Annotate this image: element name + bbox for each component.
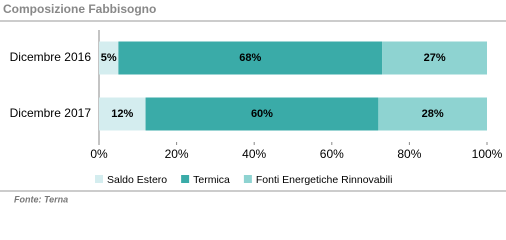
legend-label: Termica [193,174,230,186]
x-tick-label: 20% [165,147,189,161]
bar-segment [382,41,487,75]
bar-segment [99,41,119,75]
y-tick-label: Dicembre 2016 [10,50,92,64]
legend-swatch [243,175,252,183]
data-label: 27% [424,52,446,64]
data-label: 28% [422,108,444,120]
chart-title: Composizione Fabbisogno [3,2,156,16]
legend-label: Saldo Estero [107,174,167,186]
legend-swatch [181,175,190,183]
x-tick-label: 100% [472,147,503,161]
x-tick-label: 80% [397,147,421,161]
legend-swatch [95,175,103,183]
bar-segment [378,97,487,131]
data-label: 60% [251,108,273,120]
data-label: 5% [101,52,117,64]
bar-segment [99,97,146,131]
y-tick-label: Dicembre 2017 [10,106,92,120]
bar-segment [145,97,379,131]
x-tick-label: 40% [242,147,266,161]
x-tick-label: 60% [320,147,344,161]
bar-segment [118,41,383,75]
data-label: 68% [239,52,261,64]
x-tick-label: 0% [90,147,108,161]
data-label: 12% [111,108,133,120]
source: Fonte: Terna [14,194,68,204]
legend-label: Fonti Energetiche Rinnovabili [256,174,393,186]
chart: Composizione Fabbisogno Fonte: Terna 0% 2… [0,2,506,204]
